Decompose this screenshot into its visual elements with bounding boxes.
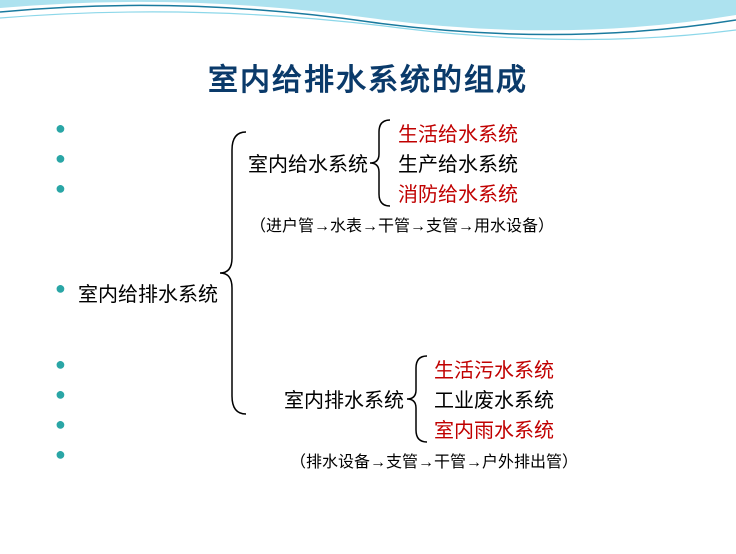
branch1-item-3: 消防给水系统 xyxy=(398,178,518,207)
branch1-label: 室内给水系统 xyxy=(248,148,368,177)
bullet-7: ● xyxy=(55,414,66,435)
branch1-flow: （进户管→水表→干管→支管→用水设备） xyxy=(250,212,554,236)
header-wave xyxy=(0,0,736,55)
main-bracket xyxy=(218,128,246,418)
bullet-5: ● xyxy=(55,354,66,375)
branch2-bracket xyxy=(405,352,427,446)
bullet-3: ● xyxy=(55,178,66,199)
branch2-flow: （排水设备→支管→干管→户外排出管） xyxy=(290,448,578,472)
branch1-item-1: 生活给水系统 xyxy=(398,118,518,147)
branch1-bracket xyxy=(368,116,390,210)
bullet-8: ● xyxy=(55,444,66,465)
bullet-6: ● xyxy=(55,384,66,405)
root-label: 室内给排水系统 xyxy=(78,278,218,307)
branch1-item-2: 生产给水系统 xyxy=(398,148,518,177)
branch2-label: 室内排水系统 xyxy=(284,384,404,413)
bullet-4: ● xyxy=(55,278,66,299)
branch2-item-2: 工业废水系统 xyxy=(434,384,554,413)
bullet-1: ● xyxy=(55,118,66,139)
bullet-2: ● xyxy=(55,148,66,169)
branch2-item-1: 生活污水系统 xyxy=(434,354,554,383)
page-title: 室内给排水系统的组成 xyxy=(0,55,736,99)
branch2-item-3: 室内雨水系统 xyxy=(434,414,554,443)
